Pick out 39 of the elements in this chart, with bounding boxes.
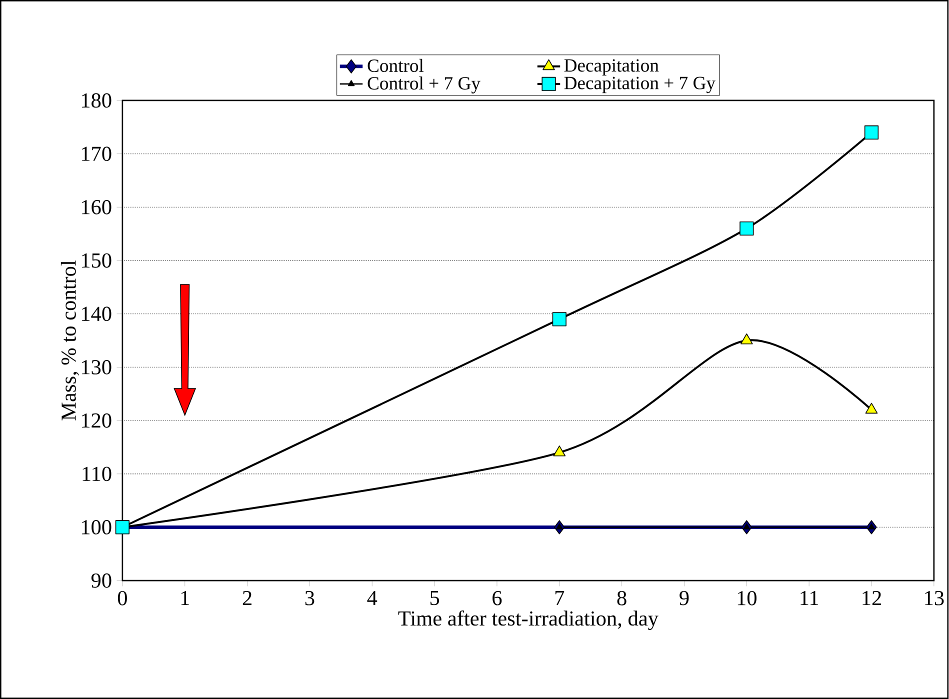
x-tick-label: 6 <box>492 590 502 606</box>
x-tick-label: 5 <box>430 590 440 606</box>
legend-label: Control + 7 Gy <box>368 76 480 94</box>
y-tick-label: 120 <box>82 413 112 428</box>
x-tick-label: 2 <box>242 590 252 606</box>
legend-label: Decapitation <box>564 59 659 76</box>
point <box>740 333 753 344</box>
point <box>552 312 566 326</box>
x-tick-label: 9 <box>680 590 689 606</box>
x-axis-title: Time after test-irradiation, day <box>398 610 658 630</box>
point <box>868 523 875 530</box>
x-tick-label: 1 <box>181 590 189 606</box>
x-tick-label: 8 <box>617 590 626 606</box>
y-tick-label: 90 <box>91 573 112 588</box>
point <box>556 523 563 530</box>
point <box>864 125 879 140</box>
point <box>553 445 566 456</box>
x-tick-label: 0 <box>118 590 127 606</box>
y-axis-title: Mass, % to control <box>60 260 79 420</box>
y-tick-label: 160 <box>82 200 112 214</box>
point <box>865 402 878 414</box>
x-tick-label: 12 <box>862 590 881 606</box>
legend-label: Decapitation + 7 Gy <box>564 76 716 94</box>
x-tick-label: 3 <box>305 590 314 606</box>
x-tick-label: 4 <box>367 590 378 605</box>
y-tick-label: 100 <box>82 520 112 534</box>
x-tick-label: 13 <box>925 590 944 606</box>
y-tick-label: 110 <box>82 466 112 482</box>
y-tick-label: 180 <box>82 93 112 108</box>
x-tick-label: 7 <box>555 590 564 605</box>
y-tick-label: 150 <box>82 253 112 268</box>
y-tick-label: 140 <box>82 306 112 322</box>
x-tick-label: 11 <box>800 590 818 606</box>
y-tick-label: 170 <box>82 146 112 162</box>
legend-label: Control <box>368 58 424 72</box>
point <box>740 221 754 236</box>
x-tick-label: 10 <box>738 590 756 606</box>
point <box>743 523 750 530</box>
y-tick-label: 130 <box>82 360 112 374</box>
